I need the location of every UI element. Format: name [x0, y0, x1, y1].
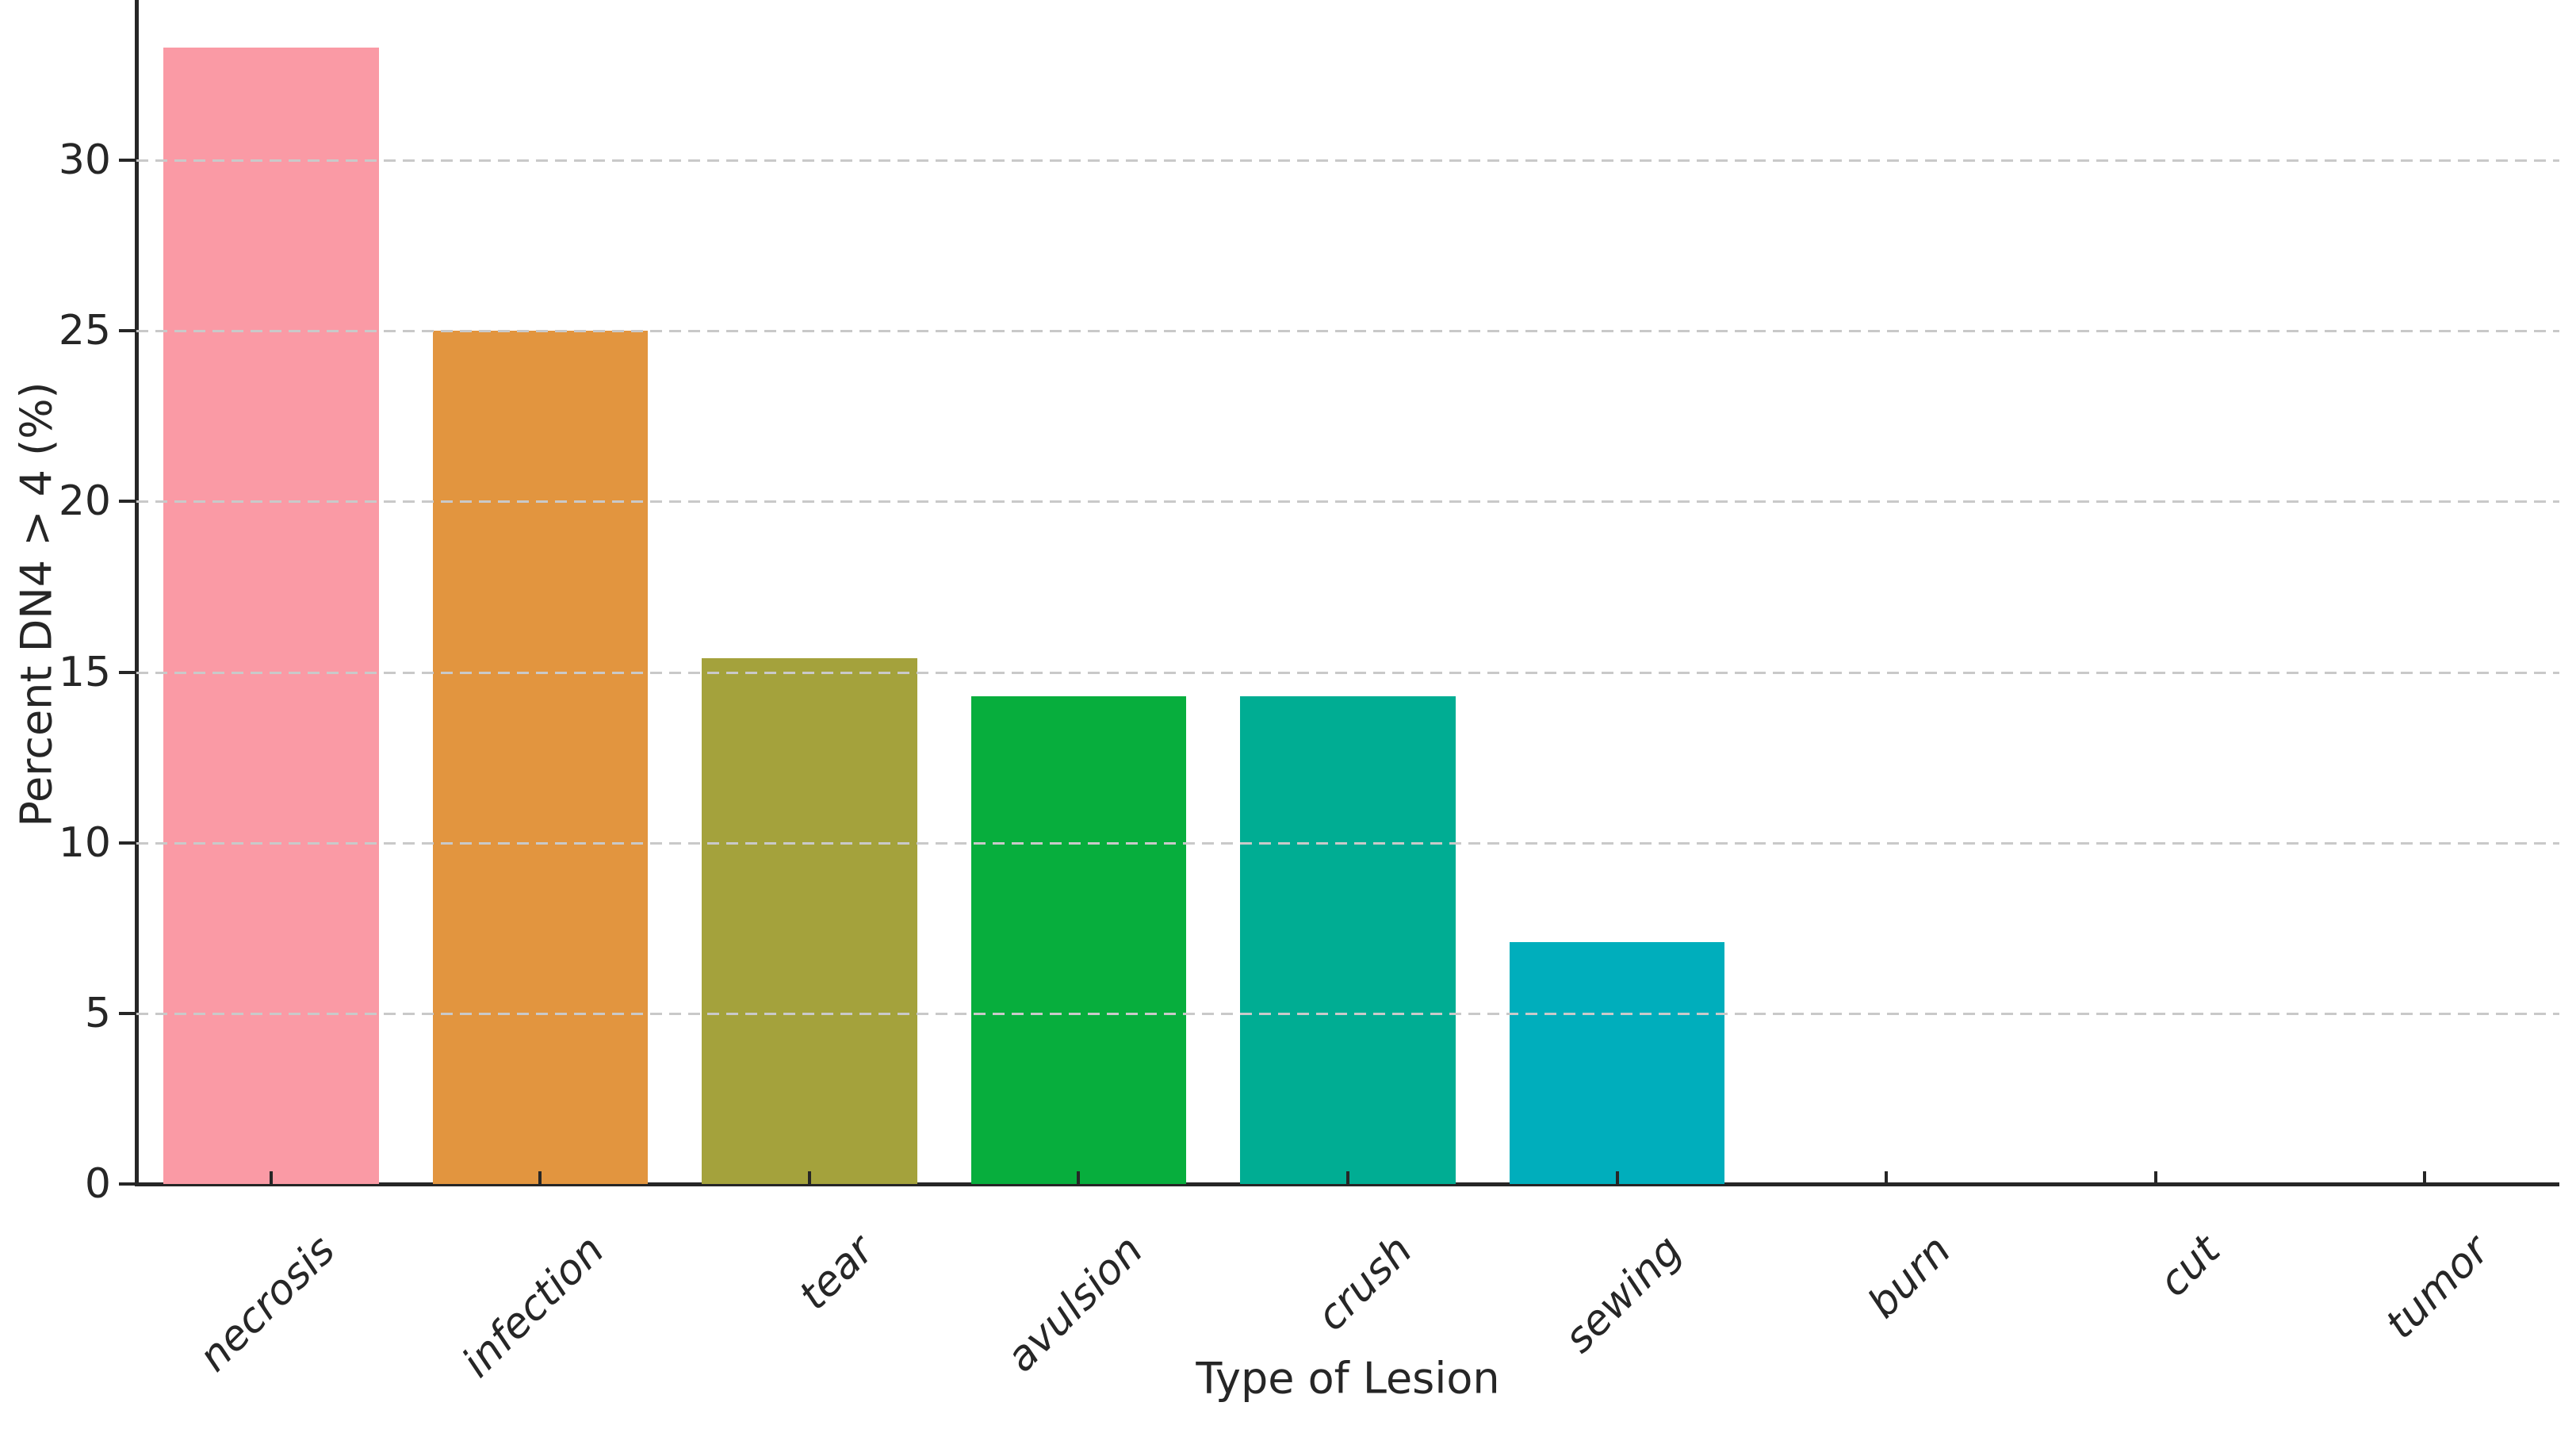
y-axis-title-text: Percent DN4 > 4 (%)	[11, 381, 62, 827]
y-tick-0	[119, 1182, 136, 1186]
y-tick-label-10: 10	[58, 818, 111, 867]
y-tick-25	[119, 329, 136, 333]
x-tick-necrosis	[269, 1171, 273, 1184]
x-tick-label-text-necrosis: necrosis	[190, 1226, 345, 1381]
y-tick-label-5: 5	[84, 989, 111, 1037]
x-tick-label-text-cut: cut	[2149, 1226, 2230, 1306]
bar-avulsion	[970, 695, 1187, 1184]
x-tick-burn	[1885, 1171, 1889, 1184]
x-tick-sewing	[1615, 1171, 1619, 1184]
bar-sewing	[1509, 941, 1725, 1184]
x-axis-title-text: Type of Lesion	[1196, 1353, 1500, 1404]
x-tick-label-text-tear: tear	[790, 1226, 883, 1320]
gridline-15	[136, 671, 2559, 674]
bar-tear	[702, 658, 917, 1184]
gridline-10	[136, 841, 2559, 845]
y-tick-label-20: 20	[58, 477, 111, 526]
x-tick-label-text-tumor: tumor	[2376, 1226, 2499, 1349]
bar-crush	[1240, 695, 1456, 1184]
x-tick-label-text-crush: crush	[1307, 1226, 1422, 1341]
x-tick-infection	[538, 1171, 542, 1184]
y-tick-20	[119, 500, 136, 504]
gridline-30	[136, 159, 2559, 163]
y-tick-label-25: 25	[58, 307, 111, 355]
x-tick-tumor	[2423, 1171, 2427, 1184]
x-tick-label-text-sewing: sewing	[1555, 1226, 1691, 1362]
gridline-5	[136, 1012, 2559, 1015]
y-tick-5	[119, 1011, 136, 1015]
x-tick-label-text-burn: burn	[1858, 1226, 1961, 1328]
y-tick-label-15: 15	[58, 648, 111, 696]
x-tick-tear	[807, 1171, 811, 1184]
y-tick-10	[119, 841, 136, 845]
y-tick-label-30: 30	[58, 136, 111, 185]
gridline-25	[136, 330, 2559, 333]
x-tick-crush	[1346, 1171, 1349, 1184]
bar-infection	[432, 331, 649, 1184]
x-tick-label-text-infection: infection	[454, 1226, 614, 1387]
plot-area	[136, 0, 2559, 1184]
x-tick-avulsion	[1077, 1171, 1081, 1184]
gridline-20	[136, 500, 2559, 504]
y-axis-spine	[135, 0, 139, 1186]
x-tick-cut	[2153, 1171, 2157, 1184]
y-tick-30	[119, 159, 136, 163]
bar-necrosis	[163, 48, 379, 1184]
y-tick-15	[119, 670, 136, 674]
y-tick-label-0: 0	[84, 1160, 111, 1208]
x-axis-spine	[135, 1182, 2559, 1186]
x-tick-label-text-avulsion: avulsion	[997, 1226, 1153, 1382]
